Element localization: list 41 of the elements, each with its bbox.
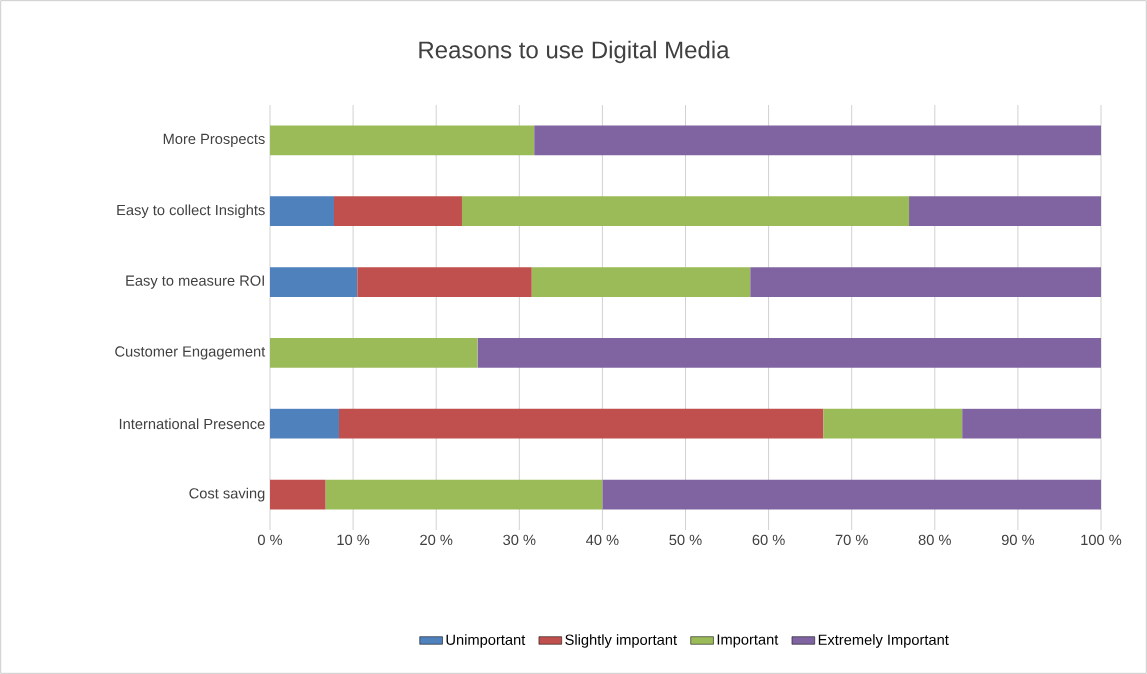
- y-tick-label: Customer Engagement: [115, 346, 266, 360]
- x-tick-label: 40 %: [586, 534, 619, 546]
- bar: [477, 338, 1101, 368]
- legend-label: Unimportant: [446, 634, 526, 648]
- bar: [461, 196, 910, 227]
- y-tick-label: Cost saving: [189, 487, 265, 502]
- bar: [338, 408, 824, 439]
- legend-label: Extremely Important: [818, 634, 949, 648]
- bar: [531, 267, 751, 297]
- bar: [325, 479, 603, 510]
- bar: [534, 125, 1101, 156]
- bar: [823, 408, 963, 439]
- bar: [270, 479, 326, 510]
- legend-label: Important: [717, 634, 779, 648]
- x-tick-label: 100 %: [1081, 534, 1122, 546]
- bar: [270, 125, 535, 156]
- x-tick-label: 90 %: [1001, 534, 1035, 546]
- x-tick-label: 0 %: [257, 534, 283, 546]
- x-tick-label: 50 %: [669, 534, 702, 546]
- x-tick-label: 20 %: [420, 534, 453, 546]
- y-tick-label: Easy to collect Insights: [117, 204, 265, 219]
- bar: [602, 479, 1101, 510]
- bar: [750, 267, 1101, 297]
- chart-title: Reasons to use Digital Media: [419, 40, 730, 64]
- x-tick-label: 30 %: [503, 534, 536, 546]
- bar: [270, 338, 478, 368]
- bar: [270, 408, 339, 439]
- y-tick-label: International Presence: [119, 418, 265, 430]
- x-tick-label: 80 %: [918, 534, 951, 546]
- x-tick-label: 70 %: [835, 534, 868, 546]
- y-tick-label: More Prospects: [163, 133, 265, 147]
- bar: [270, 196, 334, 227]
- x-tick-label: 60 %: [752, 534, 785, 546]
- legend-label: Slightly important: [565, 634, 677, 648]
- y-tick-label: Easy to measure ROI: [126, 275, 264, 289]
- bar: [270, 267, 358, 297]
- bar: [357, 267, 532, 297]
- bar: [333, 196, 462, 227]
- bar: [962, 408, 1101, 439]
- x-tick-label: 10 %: [337, 534, 370, 546]
- bar: [909, 196, 1101, 227]
